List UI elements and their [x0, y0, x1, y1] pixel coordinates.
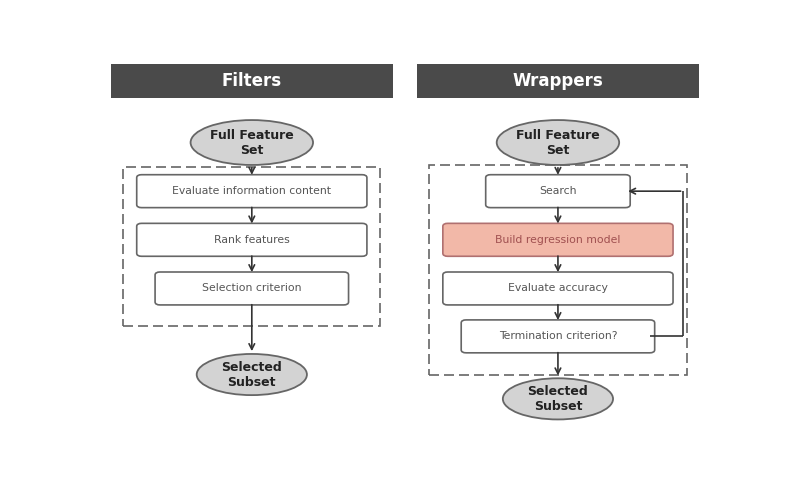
Text: Full Feature
Set: Full Feature Set	[516, 128, 600, 156]
Ellipse shape	[190, 120, 313, 165]
FancyBboxPatch shape	[486, 174, 630, 208]
Text: Selected
Subset: Selected Subset	[528, 385, 589, 413]
Ellipse shape	[502, 378, 613, 419]
Text: Search: Search	[540, 186, 577, 196]
FancyBboxPatch shape	[443, 272, 673, 305]
Ellipse shape	[197, 354, 307, 395]
Text: Evaluate information content: Evaluate information content	[172, 186, 331, 196]
Text: Build regression model: Build regression model	[495, 235, 621, 245]
FancyBboxPatch shape	[155, 272, 348, 305]
Ellipse shape	[497, 120, 619, 165]
Text: Termination criterion?: Termination criterion?	[498, 331, 617, 341]
Text: Rank features: Rank features	[214, 235, 290, 245]
FancyBboxPatch shape	[111, 64, 393, 98]
FancyBboxPatch shape	[461, 320, 655, 353]
FancyBboxPatch shape	[137, 174, 367, 208]
FancyBboxPatch shape	[137, 224, 367, 256]
Text: Selection criterion: Selection criterion	[202, 283, 302, 294]
FancyBboxPatch shape	[417, 64, 699, 98]
Text: Wrappers: Wrappers	[513, 72, 604, 90]
Text: Full Feature
Set: Full Feature Set	[210, 128, 294, 156]
FancyBboxPatch shape	[443, 224, 673, 256]
Text: Evaluate accuracy: Evaluate accuracy	[508, 283, 608, 294]
Text: Filters: Filters	[222, 72, 282, 90]
Text: Selected
Subset: Selected Subset	[221, 361, 282, 388]
